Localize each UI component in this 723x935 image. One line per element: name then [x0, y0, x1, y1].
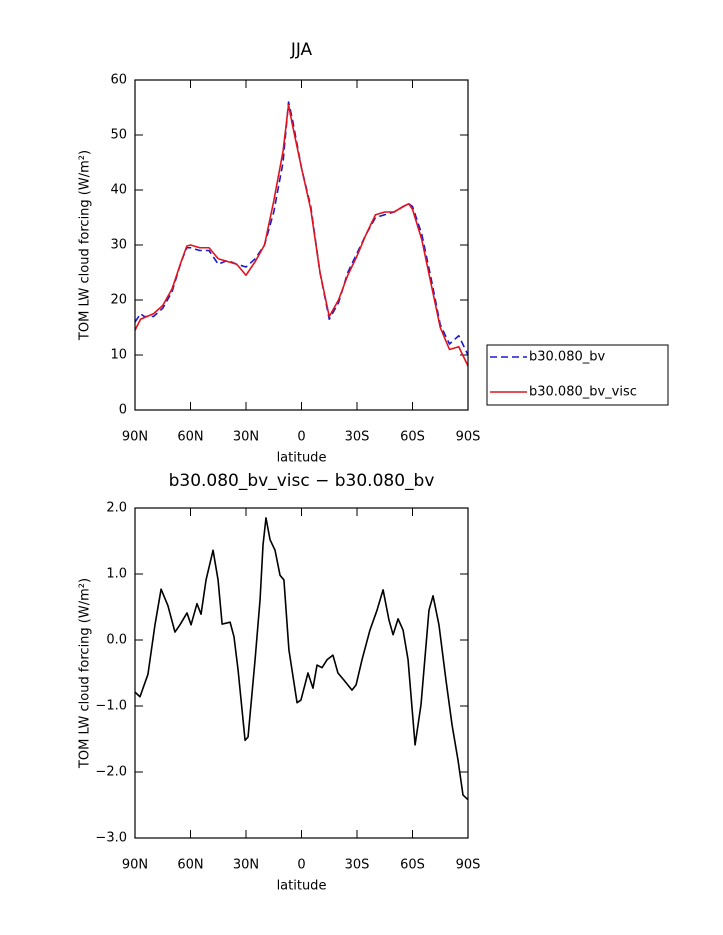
chart-title: b30.080_bv_visc − b30.080_bv: [169, 471, 435, 491]
x-axis-label: latitude: [277, 451, 327, 466]
x-tick-label: 90S: [456, 430, 481, 445]
x-tick-label: 30N: [233, 430, 259, 445]
y-tick-label: 60: [110, 73, 127, 88]
x-tick-label: 60S: [400, 858, 425, 873]
y-axis-label: TOM LW cloud forcing (W/m²): [78, 150, 93, 341]
y-tick-label: 2.0: [106, 501, 127, 516]
x-tick-label: 90S: [456, 858, 481, 873]
x-tick-label: 0: [297, 430, 305, 445]
y-tick-label: 50: [110, 128, 127, 143]
y-tick-label: −1.0: [95, 699, 127, 714]
data-line: [134, 103, 469, 367]
x-tick-label: 30S: [345, 430, 370, 445]
y-tick-label: −2.0: [95, 765, 127, 780]
y-tick-label: 20: [110, 293, 127, 308]
y-tick-label: 10: [110, 348, 127, 363]
y-axis-label: TOM LW cloud forcing (W/m²): [78, 578, 93, 769]
x-tick-label: 90N: [122, 858, 148, 873]
x-tick-label: 60S: [400, 430, 425, 445]
x-tick-label: 60N: [177, 430, 203, 445]
x-tick-label: 30N: [233, 858, 259, 873]
x-tick-label: 30S: [345, 858, 370, 873]
x-tick-label: 90N: [122, 430, 148, 445]
legend-label: b30.080_bv_visc: [529, 385, 637, 400]
chart-title: JJA: [290, 40, 313, 60]
y-tick-label: 1.0: [106, 567, 127, 582]
legend-label: b30.080_bv: [529, 350, 605, 365]
x-tick-label: 0: [297, 858, 305, 873]
x-tick-label: 60N: [177, 858, 203, 873]
y-tick-label: 0.0: [106, 633, 127, 648]
y-tick-label: 30: [110, 238, 127, 253]
x-axis-label: latitude: [277, 879, 327, 894]
y-tick-label: 0: [119, 403, 127, 418]
data-line: [134, 517, 469, 801]
y-tick-label: 40: [110, 183, 127, 198]
y-tick-label: −3.0: [95, 831, 127, 846]
plot-frame: [134, 507, 469, 839]
plot-frame: [134, 79, 469, 411]
legend-box: [486, 344, 669, 406]
